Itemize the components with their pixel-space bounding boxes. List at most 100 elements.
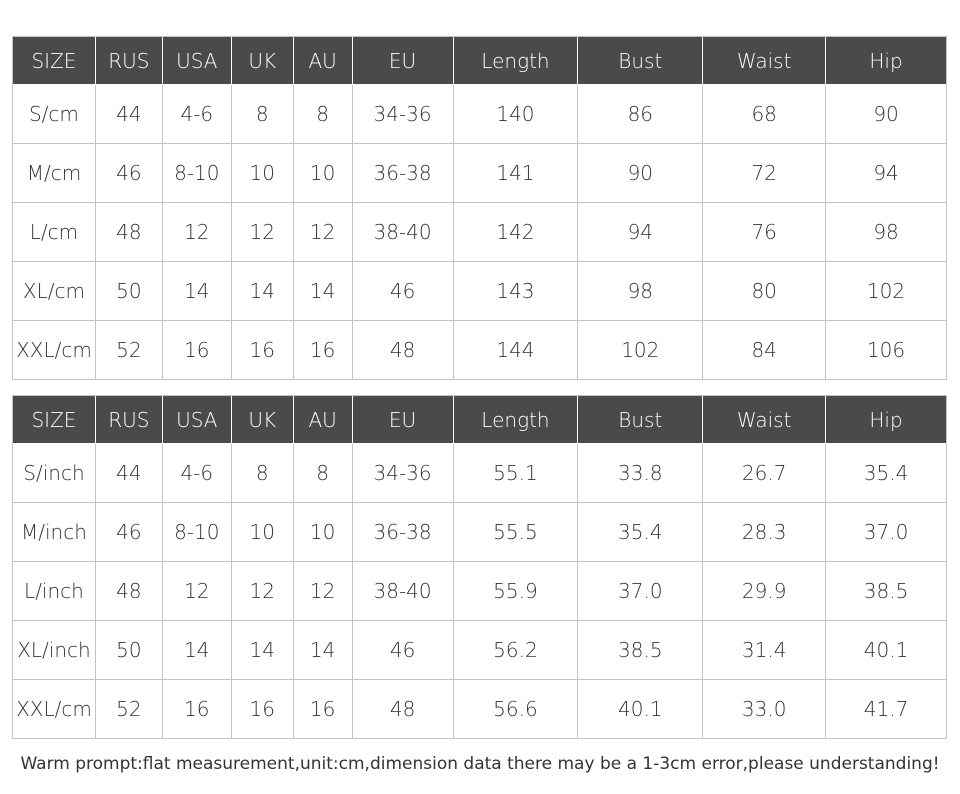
- value-cell: 4-6: [162, 85, 232, 144]
- value-cell: 76: [703, 203, 827, 262]
- value-cell: 8-10: [162, 503, 232, 562]
- value-cell: 44: [95, 444, 163, 503]
- header-cell: RUS: [95, 37, 163, 85]
- table-row: L/inch 48 12 12 12 38-40 55.9 37.0 29.9 38.5: [13, 562, 947, 621]
- size-cell: XXL/cm: [13, 680, 96, 739]
- size-table-inch: SIZE RUS USA UK AU EU Length Bust Waist Hip S/inch…: [12, 395, 947, 739]
- header-cell: RUS: [95, 396, 163, 444]
- value-cell: 10: [231, 503, 294, 562]
- value-cell: 50: [95, 262, 163, 321]
- value-cell: 38-40: [352, 562, 454, 621]
- header-cell: UK: [231, 396, 294, 444]
- value-cell: 102: [826, 262, 947, 321]
- value-cell: 38.5: [578, 621, 704, 680]
- table-row: M/inch 46 8-10 10 10 36-38 55.5 35.4 28.3 37.0: [13, 503, 947, 562]
- value-cell: 35.4: [578, 503, 704, 562]
- value-cell: 55.1: [453, 444, 579, 503]
- value-cell: 16: [231, 321, 294, 380]
- value-cell: 8: [293, 444, 353, 503]
- header-cell: Bust: [578, 37, 704, 85]
- value-cell: 98: [826, 203, 947, 262]
- value-cell: 55.9: [453, 562, 579, 621]
- value-cell: 29.9: [703, 562, 827, 621]
- value-cell: 46: [352, 262, 454, 321]
- value-cell: 37.0: [826, 503, 947, 562]
- value-cell: 48: [95, 562, 163, 621]
- value-cell: 31.4: [703, 621, 827, 680]
- value-cell: 14: [293, 262, 353, 321]
- value-cell: 44: [95, 85, 163, 144]
- header-cell: AU: [293, 37, 353, 85]
- table-row: L/cm 48 12 12 12 38-40 142 94 76 98: [13, 203, 947, 262]
- header-cell: EU: [352, 37, 454, 85]
- table-row: S/cm 44 4-6 8 8 34-36 140 86 68 90: [13, 85, 947, 144]
- header-cell: EU: [352, 396, 454, 444]
- value-cell: 33.8: [578, 444, 704, 503]
- header-cell: Bust: [578, 396, 704, 444]
- value-cell: 90: [826, 85, 947, 144]
- value-cell: 34-36: [352, 444, 454, 503]
- size-cell: XXL/cm: [13, 321, 96, 380]
- table-row: XL/inch 50 14 14 14 46 56.2 38.5 31.4 40.1: [13, 621, 947, 680]
- header-cell: Length: [453, 37, 579, 85]
- table-row: M/cm 46 8-10 10 10 36-38 141 90 72 94: [13, 144, 947, 203]
- value-cell: 144: [453, 321, 579, 380]
- value-cell: 141: [453, 144, 579, 203]
- value-cell: 72: [703, 144, 827, 203]
- size-cell: L/cm: [13, 203, 96, 262]
- header-cell: Hip: [826, 396, 947, 444]
- header-cell: UK: [231, 37, 294, 85]
- size-cell: M/cm: [13, 144, 96, 203]
- value-cell: 8-10: [162, 144, 232, 203]
- value-cell: 106: [826, 321, 947, 380]
- value-cell: 48: [352, 321, 454, 380]
- value-cell: 10: [293, 144, 353, 203]
- value-cell: 8: [231, 444, 294, 503]
- value-cell: 16: [231, 680, 294, 739]
- value-cell: 102: [578, 321, 704, 380]
- value-cell: 14: [231, 621, 294, 680]
- value-cell: 56.6: [453, 680, 579, 739]
- header-cell: Waist: [703, 396, 827, 444]
- header-cell: Hip: [826, 37, 947, 85]
- value-cell: 90: [578, 144, 704, 203]
- value-cell: 16: [162, 680, 232, 739]
- size-cell: M/inch: [13, 503, 96, 562]
- value-cell: 35.4: [826, 444, 947, 503]
- value-cell: 12: [293, 203, 353, 262]
- header-cell: Length: [453, 396, 579, 444]
- value-cell: 16: [162, 321, 232, 380]
- value-cell: 41.7: [826, 680, 947, 739]
- size-cell: XL/inch: [13, 621, 96, 680]
- value-cell: 16: [293, 680, 353, 739]
- value-cell: 12: [162, 203, 232, 262]
- value-cell: 14: [162, 621, 232, 680]
- value-cell: 8: [231, 85, 294, 144]
- value-cell: 86: [578, 85, 704, 144]
- value-cell: 46: [352, 621, 454, 680]
- value-cell: 10: [293, 503, 353, 562]
- value-cell: 48: [352, 680, 454, 739]
- value-cell: 36-38: [352, 503, 454, 562]
- value-cell: 94: [578, 203, 704, 262]
- value-cell: 50: [95, 621, 163, 680]
- value-cell: 12: [231, 562, 294, 621]
- size-table-cm: SIZE RUS USA UK AU EU Length Bust Waist Hip S/cm 44…: [12, 36, 947, 380]
- value-cell: 33.0: [703, 680, 827, 739]
- value-cell: 12: [231, 203, 294, 262]
- value-cell: 38-40: [352, 203, 454, 262]
- value-cell: 143: [453, 262, 579, 321]
- value-cell: 38.5: [826, 562, 947, 621]
- value-cell: 12: [162, 562, 232, 621]
- table-row: S/inch 44 4-6 8 8 34-36 55.1 33.8 26.7 35.4: [13, 444, 947, 503]
- value-cell: 52: [95, 680, 163, 739]
- value-cell: 10: [231, 144, 294, 203]
- value-cell: 46: [95, 144, 163, 203]
- size-cell: XL/cm: [13, 262, 96, 321]
- header-cell: USA: [162, 396, 232, 444]
- value-cell: 4-6: [162, 444, 232, 503]
- value-cell: 98: [578, 262, 704, 321]
- value-cell: 48: [95, 203, 163, 262]
- header-cell: SIZE: [13, 396, 96, 444]
